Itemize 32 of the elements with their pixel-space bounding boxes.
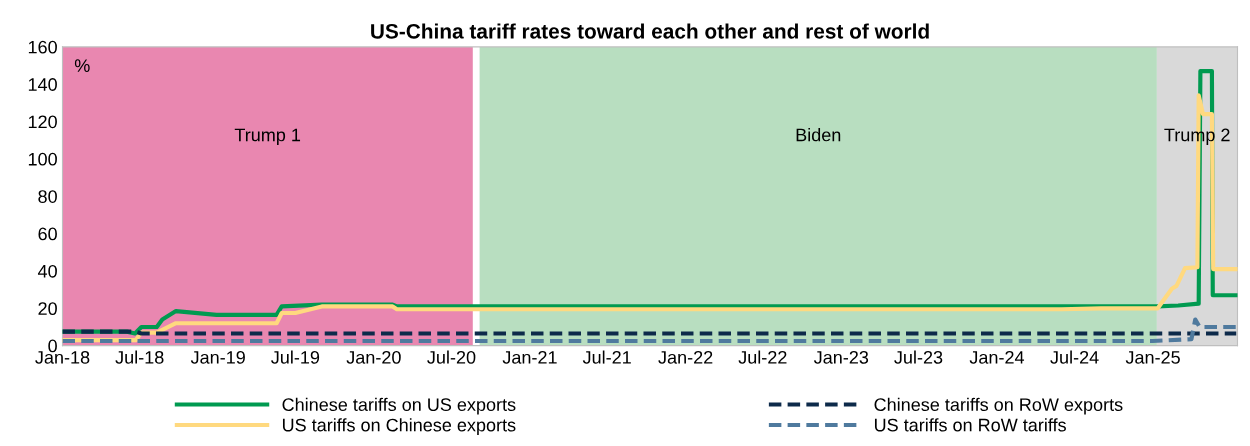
x-tick-label: Jul-23 — [894, 350, 943, 364]
y-tick-label: 20 — [38, 302, 57, 316]
x-tick-label: Jan-22 — [658, 350, 713, 364]
band-label: Trump 1 — [234, 128, 301, 145]
x-tick-label: Jul-22 — [738, 350, 787, 364]
y-tick-label: 80 — [38, 190, 57, 203]
legend-label: US tariffs on RoW tariffs — [874, 418, 1066, 432]
y-tick-label: 120 — [28, 115, 57, 129]
legend-label: Chinese tariffs on US exports — [282, 397, 516, 415]
x-tick-label: Jan-24 — [969, 350, 1025, 364]
chart-title: US-China tariff rates toward each other and rest of world — [371, 23, 929, 39]
legend-label: Chinese tariffs on RoW exports — [874, 397, 1123, 415]
annotation: % — [74, 59, 90, 72]
x-tick-label: Jul-18 — [115, 350, 164, 364]
band-label: Biden — [796, 128, 841, 142]
x-tick-label: Jul-21 — [582, 350, 631, 364]
x-tick-label: Jan-19 — [190, 350, 245, 364]
x-tick-label: Jan-21 — [502, 350, 557, 364]
x-tick-label: Jul-20 — [427, 350, 476, 364]
x-tick-label: Jan-20 — [346, 350, 401, 364]
y-tick-label: 100 — [28, 152, 57, 166]
x-tick-label: Jan-18 — [35, 350, 90, 364]
y-tick-label: 40 — [37, 264, 57, 278]
y-tick-label: 140 — [28, 78, 57, 91]
x-tick-label: Jul-24 — [1050, 350, 1099, 364]
y-tick-label: 60 — [38, 227, 57, 241]
legend-label: US tariffs on Chinese exports — [282, 418, 516, 436]
x-tick-label: Jan-25 — [1125, 350, 1180, 364]
y-tick-label: 0 — [48, 339, 57, 353]
x-tick-label: Jan-23 — [813, 350, 869, 364]
x-tick-label: Jul-19 — [271, 350, 320, 364]
y-tick-label: 160 — [28, 40, 57, 54]
